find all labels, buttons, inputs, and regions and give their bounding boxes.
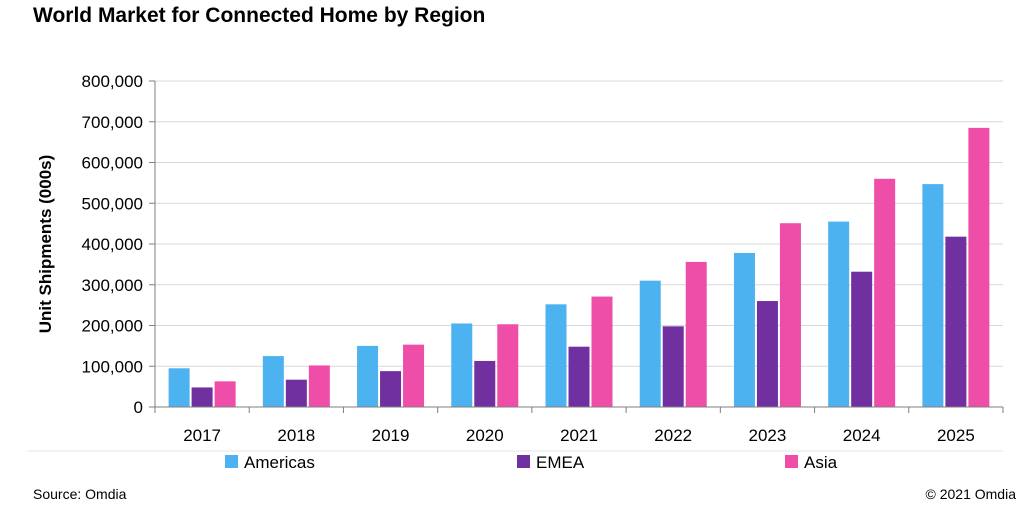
axes: 0 100,000 200,000 300,000 400,000 500,000 600,… xyxy=(36,72,1004,445)
bar-asia-2018 xyxy=(308,365,330,407)
bar-emea-2017 xyxy=(191,387,213,407)
x-tick-label: 2018 xyxy=(277,426,315,445)
bar-americas-2025 xyxy=(922,184,944,407)
bar-emea-2023 xyxy=(756,301,778,407)
bar-asia-2025 xyxy=(968,127,990,408)
bar-emea-2024 xyxy=(851,271,873,407)
bar-americas-2023 xyxy=(733,252,755,407)
y-tick-label: 700,000 xyxy=(82,113,143,132)
y-tick-label: 300,000 xyxy=(82,276,143,295)
legend-swatch-americas xyxy=(225,455,238,468)
x-tick-label: 2023 xyxy=(749,426,787,445)
legend-swatch-asia xyxy=(785,455,798,468)
bar-asia-2024 xyxy=(874,178,896,407)
y-tick-label: 800,000 xyxy=(82,72,143,91)
y-tick-label: 100,000 xyxy=(82,357,143,376)
x-tick-label: 2024 xyxy=(843,426,881,445)
legend-label-asia: Asia xyxy=(804,453,838,472)
y-axis-label: Unit Shipments (000s) xyxy=(36,155,55,334)
bar-americas-2019 xyxy=(357,345,379,407)
copyright-note: © 2021 Omdia xyxy=(925,486,1016,502)
bar-americas-2024 xyxy=(828,221,850,407)
bar-asia-2019 xyxy=(403,344,425,407)
bar-asia-2020 xyxy=(497,324,519,407)
y-tick-label: 200,000 xyxy=(82,317,143,336)
legend-swatch-emea xyxy=(517,455,530,468)
bar-emea-2025 xyxy=(945,236,967,407)
bar-americas-2022 xyxy=(639,280,661,407)
bars xyxy=(168,127,990,408)
x-tick-label: 2021 xyxy=(560,426,598,445)
x-tick-label: 2017 xyxy=(183,426,221,445)
legend-label-emea: EMEA xyxy=(536,453,585,472)
legend-label-americas: Americas xyxy=(244,453,315,472)
y-tick-label: 400,000 xyxy=(82,235,143,254)
bar-emea-2021 xyxy=(568,346,590,407)
x-tick-label: 2025 xyxy=(937,426,975,445)
x-tick-label: 2022 xyxy=(654,426,692,445)
legend: Americas EMEA Asia xyxy=(28,450,1003,472)
bar-asia-2023 xyxy=(779,223,801,407)
bar-emea-2022 xyxy=(662,326,684,407)
bar-emea-2018 xyxy=(285,379,307,407)
chart-title: World Market for Connected Home by Regio… xyxy=(33,4,486,27)
bar-americas-2018 xyxy=(262,356,284,407)
y-tick-label: 600,000 xyxy=(82,154,143,173)
bar-asia-2022 xyxy=(685,261,707,407)
source-note: Source: Omdia xyxy=(33,486,127,502)
bar-asia-2017 xyxy=(214,381,236,407)
bar-emea-2019 xyxy=(380,371,402,407)
x-tick-label: 2020 xyxy=(466,426,504,445)
bar-emea-2020 xyxy=(474,360,496,407)
bar-asia-2021 xyxy=(591,296,613,407)
bar-americas-2021 xyxy=(545,304,567,407)
y-tick-label: 0 xyxy=(134,398,143,417)
bar-americas-2020 xyxy=(451,323,473,407)
y-tick-label: 500,000 xyxy=(82,194,143,213)
bar-americas-2017 xyxy=(168,368,190,407)
x-tick-label: 2019 xyxy=(372,426,410,445)
